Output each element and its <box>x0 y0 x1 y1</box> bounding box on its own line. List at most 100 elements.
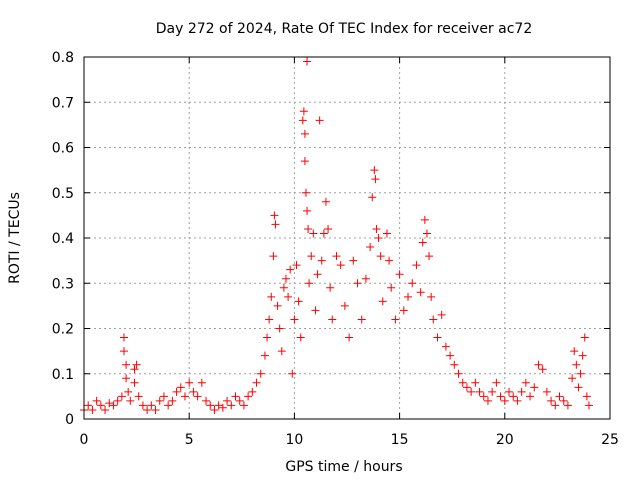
data-point <box>326 283 335 292</box>
data-point <box>542 387 551 396</box>
data-point <box>425 252 434 261</box>
data-point <box>126 396 135 405</box>
data-point <box>391 315 400 324</box>
data-point <box>303 206 312 215</box>
data-point <box>517 387 526 396</box>
data-point <box>505 387 514 396</box>
x-tick-label: 5 <box>185 432 194 448</box>
data-points <box>80 57 593 414</box>
data-point <box>214 401 223 410</box>
data-point <box>382 229 391 238</box>
data-point <box>563 401 572 410</box>
data-point <box>509 392 518 401</box>
axis-ticks <box>83 56 611 420</box>
data-point <box>279 283 288 292</box>
y-tick-label: 0.8 <box>52 50 74 66</box>
data-point <box>263 333 272 342</box>
data-point <box>399 306 408 315</box>
data-point <box>147 401 156 410</box>
data-point <box>353 279 362 288</box>
data-point <box>299 107 308 116</box>
data-point <box>340 301 349 310</box>
data-point <box>370 166 379 175</box>
x-tick-label: 25 <box>601 432 619 448</box>
data-point <box>223 396 232 405</box>
data-point <box>235 396 244 405</box>
data-point <box>420 215 429 224</box>
data-point <box>270 211 279 220</box>
y-tick-label: 0.2 <box>52 322 74 338</box>
data-point <box>418 238 427 247</box>
data-point <box>467 387 476 396</box>
data-point <box>244 392 253 401</box>
data-point <box>372 224 381 233</box>
data-point <box>345 333 354 342</box>
data-point <box>488 387 497 396</box>
data-point <box>105 399 114 408</box>
data-point <box>275 324 284 333</box>
x-tick-label: 15 <box>391 432 409 448</box>
data-point <box>479 392 488 401</box>
data-point <box>252 378 261 387</box>
data-point <box>277 347 286 356</box>
data-point <box>119 333 128 342</box>
data-point <box>132 360 141 369</box>
data-point <box>319 229 328 238</box>
data-point <box>458 378 467 387</box>
data-point <box>130 378 139 387</box>
data-point <box>124 387 133 396</box>
y-tick-label: 0.5 <box>52 186 74 202</box>
data-point <box>578 351 587 360</box>
data-point <box>185 378 194 387</box>
data-point <box>475 387 484 396</box>
data-point <box>155 396 164 405</box>
data-point <box>176 383 185 392</box>
data-point <box>551 401 560 410</box>
data-point <box>446 351 455 360</box>
data-point <box>267 292 276 301</box>
data-point <box>304 224 313 233</box>
data-point <box>168 396 177 405</box>
data-point <box>454 369 463 378</box>
grid-lines <box>84 57 610 419</box>
data-point <box>576 369 585 378</box>
data-point <box>574 383 583 392</box>
y-tick-label: 0.7 <box>52 95 74 111</box>
data-point <box>122 360 131 369</box>
data-point <box>117 392 126 401</box>
data-point <box>180 392 189 401</box>
data-point <box>321 197 330 206</box>
data-point <box>248 387 257 396</box>
data-point <box>239 401 248 410</box>
data-point <box>374 234 383 242</box>
data-point <box>92 396 101 405</box>
data-point <box>143 405 152 414</box>
data-point <box>260 351 269 360</box>
data-point <box>269 252 278 261</box>
data-point <box>303 57 312 66</box>
data-point <box>555 392 564 401</box>
data-point <box>368 193 377 202</box>
data-point <box>378 297 387 306</box>
data-point <box>134 392 143 401</box>
data-point <box>559 396 568 405</box>
data-point <box>273 301 282 310</box>
data-point <box>570 347 579 356</box>
data-point <box>534 360 543 369</box>
data-point <box>309 229 318 238</box>
data-point <box>582 392 591 401</box>
data-point <box>284 292 293 301</box>
data-point <box>292 261 301 270</box>
data-point <box>101 405 110 414</box>
data-point <box>361 274 370 283</box>
data-point <box>159 392 168 401</box>
data-point <box>265 315 274 324</box>
data-point <box>227 401 236 410</box>
data-point <box>164 401 173 410</box>
x-tick-label: 0 <box>80 432 89 448</box>
data-point <box>197 378 206 387</box>
data-point <box>412 261 421 270</box>
data-point <box>385 256 394 265</box>
data-point <box>113 396 122 405</box>
data-point <box>376 252 385 261</box>
